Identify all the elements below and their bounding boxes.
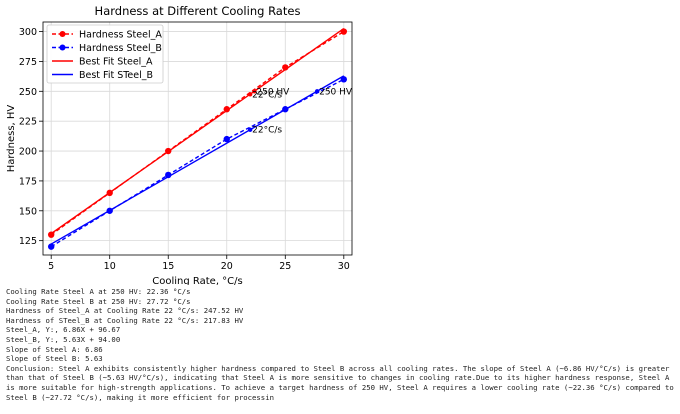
x-axis-label: Cooling Rate, °C/s [152,276,243,285]
x-tick-label: 30 [338,261,350,272]
x-tick-label: 25 [279,261,291,272]
legend-label: Best Fit Steel_A [79,56,153,67]
fit-line-2 [50,28,345,235]
output-line: Cooling Rate Steel B at 250 HV: 27.72 °C… [6,296,191,306]
plot-area-frame [42,21,353,256]
annotation-marker [314,89,320,94]
data-point [223,135,230,143]
data-point [340,76,348,83]
output-line: Cooling Rate Steel A at 250 HV: 22.36 °C… [6,287,191,296]
series-line-1 [50,78,345,248]
y-tick-label: 125 [19,236,37,247]
y-tick-label: 200 [19,147,37,158]
annotation-label: 250 HV [319,87,353,97]
chart-title: Hardness at Different Cooling Rates [95,4,301,18]
y-tick-label: 225 [19,117,37,128]
y-tick-label: 150 [19,206,37,217]
legend-label: Hardness Steel_A [79,29,162,40]
x-tick-label: 15 [162,261,174,272]
legend-box [46,24,164,84]
y-tick-label: 250 [19,87,37,98]
output-line: Steel_A, Y:, 6.86X + 96.67 [6,325,121,335]
x-tick-label: 10 [104,261,116,272]
data-point [47,243,55,250]
annotation-marker [247,92,253,97]
legend-marker [59,31,66,37]
console-output: Cooling Rate Steel A at 250 HV: 22.36 °C… [6,287,678,402]
annotation-label: 250 HV [256,87,290,97]
output-line: Steel_B, Y:, 5.63X + 94.00 [6,334,121,344]
annotation-label: 22°C/s [252,126,282,136]
chart-legend: Hardness Steel_A Hardness Steel_B Best Fit… [46,24,164,84]
x-tick-label: 20 [221,261,233,272]
data-point [223,106,230,113]
x-tick-label: 5 [48,261,54,272]
annotation-marker [247,127,253,132]
y-tick-label: 300 [19,27,37,38]
y-axis-label: Hardness, HV [6,105,17,173]
output-line: Hardness of Steel_A at Cooling Rate 22 °… [6,306,244,316]
annotation-label: 22°C/s [252,90,282,100]
output-line: Hardness of STeel_B at Cooling Rate 22 °… [6,315,244,325]
legend-marker [59,44,66,51]
fit-line-3 [50,75,345,245]
legend-label: Best Fit STeel_B [79,70,153,81]
y-tick-label: 275 [19,57,37,68]
annotation-marker [252,89,257,94]
output-line: Conclusion: Steel A exhibits consistentl… [6,363,679,402]
output-line: Slope of Steel B: 5.63 [6,354,103,364]
y-tick-label: 175 [19,176,37,187]
output-line: Slope of Steel A: 6.86 [6,344,103,354]
legend-label: Hardness Steel_B [79,43,162,54]
